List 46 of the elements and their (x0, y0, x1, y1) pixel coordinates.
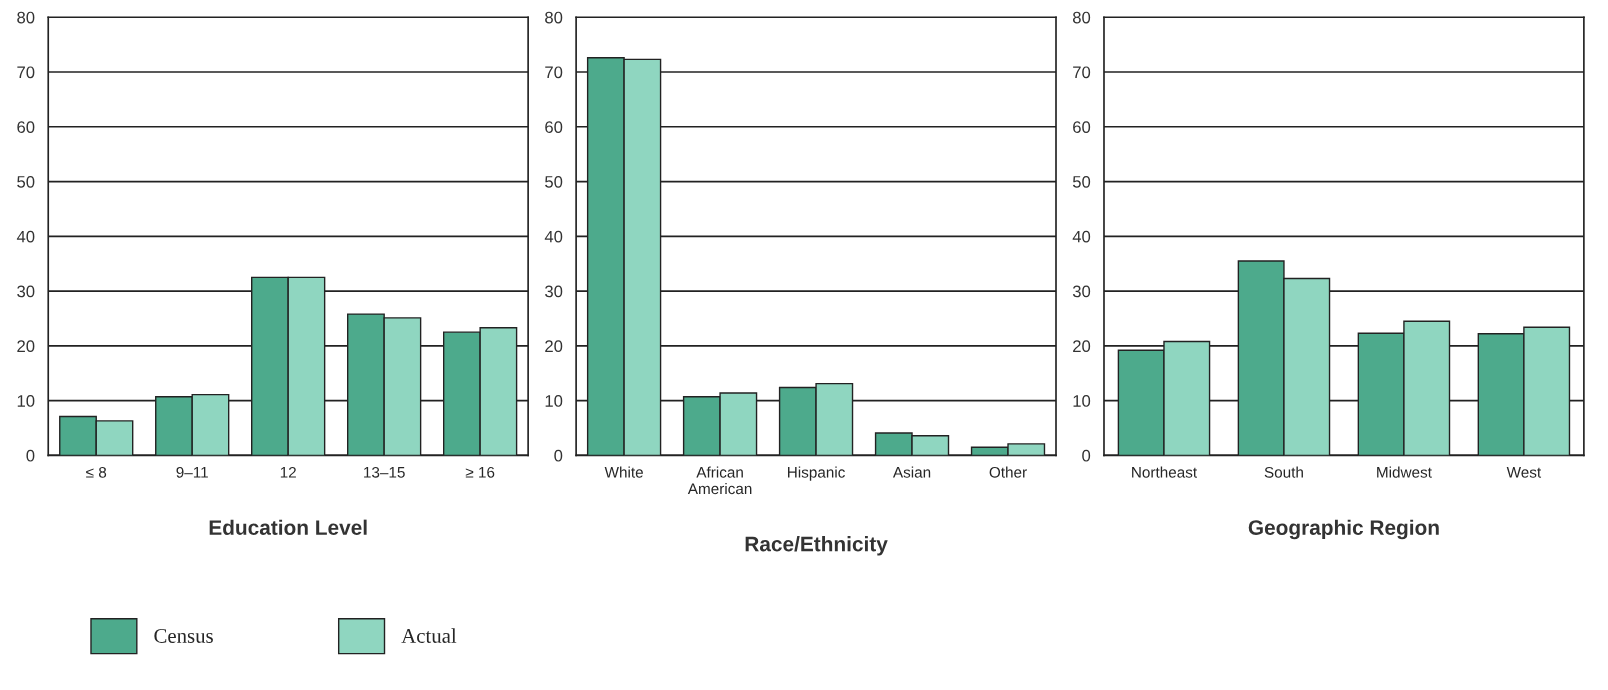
y-tick-label: 40 (1072, 230, 1091, 243)
x-tick-label: Hispanic (788, 466, 845, 481)
x-tick-label: 13–15 (364, 466, 405, 478)
x-tick-label: South (1264, 466, 1303, 478)
y-tick-label: 60 (17, 121, 35, 133)
x-tick-label: Northeast (1132, 466, 1197, 478)
y-tick-label: 30 (1072, 285, 1091, 298)
y-tick-label: 60 (545, 121, 563, 133)
y-tick-label: 70 (1073, 66, 1091, 79)
y-tick-label: 10 (545, 395, 563, 407)
x-tick-label: ≤ 8 (86, 466, 107, 478)
y-tick-label: 80 (17, 11, 35, 24)
legend-label: Census (154, 628, 213, 643)
y-tick-label: 50 (1072, 175, 1091, 188)
y-tick-label: 20 (1073, 340, 1091, 353)
y-tick-label: 70 (545, 66, 563, 79)
y-tick-label: 30 (17, 285, 35, 298)
y-tick-label: 40 (16, 230, 35, 243)
x-tick-label: Asian (892, 466, 931, 478)
y-tick-label: 80 (545, 11, 563, 24)
y-tick-label: 40 (544, 230, 563, 243)
y-tick-label: 30 (545, 285, 563, 298)
y-tick-label: 80 (1072, 11, 1091, 24)
y-tick-label: 0 (26, 449, 35, 462)
x-tick-label: West (1506, 467, 1542, 478)
y-tick-label: 20 (17, 340, 35, 353)
y-tick-label: 50 (17, 175, 35, 188)
y-tick-label: 60 (1073, 121, 1091, 133)
y-tick-label: 10 (17, 395, 35, 407)
x-tick-label: African American (687, 466, 752, 495)
y-tick-label: 20 (545, 340, 563, 353)
legend-label: Actual (401, 628, 457, 643)
x-tick-label: White (604, 466, 643, 478)
y-tick-label: 50 (545, 175, 563, 188)
x-tick-label: ≥ 16 (465, 466, 495, 478)
y-tick-label: 0 (1082, 449, 1091, 462)
y-tick-label: 10 (1073, 395, 1091, 407)
x-tick-label: 12 (280, 466, 296, 478)
x-axis-title: Education Level (209, 519, 367, 535)
x-axis-title: Race/Ethnicity (745, 536, 888, 556)
x-tick-label: Other (989, 466, 1027, 478)
y-tick-label: 70 (17, 66, 35, 79)
x-tick-label: 9–11 (176, 466, 208, 478)
x-tick-label: Midwest (1377, 466, 1432, 478)
y-tick-label: 0 (554, 449, 563, 462)
x-axis-title: Geographic Region (1248, 519, 1439, 540)
